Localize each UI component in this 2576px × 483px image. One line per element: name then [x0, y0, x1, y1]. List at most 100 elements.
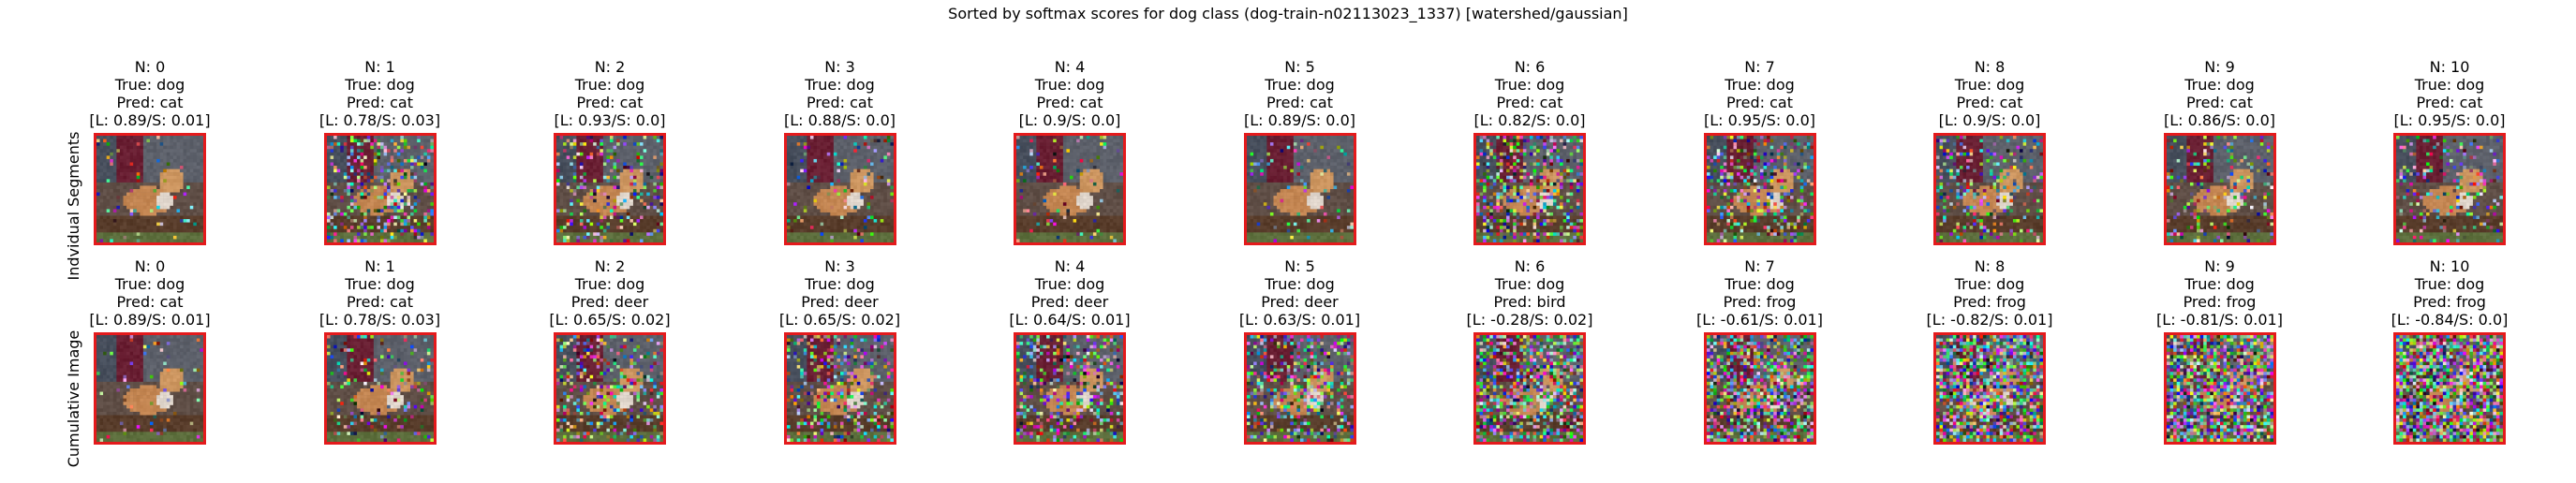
- panel-pred-label: Pred: cat: [19, 293, 281, 311]
- panel-pred-label: Pred: frog: [2318, 293, 2576, 311]
- dog-thumbnail-image: [1933, 133, 2046, 245]
- dog-thumbnail-image: [324, 332, 437, 445]
- panel-pred-label: Pred: cat: [709, 94, 971, 111]
- panel-scores-label: [L: 0.93/S: 0.0]: [479, 111, 741, 129]
- panel-pred-label: Pred: cat: [249, 94, 511, 111]
- dog-thumbnail-image: [94, 133, 206, 245]
- panel-index-label: N: 7: [1629, 58, 1891, 76]
- dog-thumbnail-image: [1244, 332, 1356, 445]
- panel-true-label: True: dog: [2318, 275, 2576, 293]
- panel-scores-label: [L: 0.95/S: 0.0]: [2318, 111, 2576, 129]
- panel-index-label: N: 10: [2318, 257, 2576, 275]
- panel-pred-label: Pred: cat: [1629, 94, 1891, 111]
- dog-thumbnail-image: [2393, 332, 2506, 445]
- dog-image-pixels: [1016, 335, 1123, 442]
- panel-scores-label: [L: 0.9/S: 0.0]: [1858, 111, 2121, 129]
- dog-image-pixels: [1476, 335, 1583, 442]
- panel-scores-label: [L: 0.82/S: 0.0]: [1399, 111, 1661, 129]
- panel-scores-label: [L: 0.86/S: 0.0]: [2089, 111, 2351, 129]
- panel-index-label: N: 6: [1399, 257, 1661, 275]
- dog-thumbnail-image: [1244, 133, 1356, 245]
- panel-true-label: True: dog: [2318, 76, 2576, 94]
- panel-scores-label: [L: -0.84/S: 0.0]: [2318, 311, 2576, 329]
- dog-image-pixels: [556, 335, 663, 442]
- dog-image-pixels: [787, 335, 894, 442]
- panel-index-label: N: 8: [1858, 58, 2121, 76]
- panel-true-label: True: dog: [19, 275, 281, 293]
- panel-true-label: True: dog: [479, 76, 741, 94]
- panel-pred-label: Pred: frog: [1629, 293, 1891, 311]
- dog-thumbnail-image: [2164, 332, 2276, 445]
- panel-true-label: True: dog: [1399, 76, 1661, 94]
- dog-image-pixels: [1936, 335, 2043, 442]
- dog-thumbnail-image: [1014, 332, 1126, 445]
- panel-scores-label: [L: 0.95/S: 0.0]: [1629, 111, 1891, 129]
- dog-image-pixels: [2396, 136, 2503, 242]
- panel-index-label: N: 6: [1399, 58, 1661, 76]
- panel-index-label: N: 1: [249, 58, 511, 76]
- panel-true-label: True: dog: [249, 275, 511, 293]
- panel-pred-label: Pred: cat: [2089, 94, 2351, 111]
- panel-scores-label: [L: 0.64/S: 0.01]: [939, 311, 1201, 329]
- panel-scores-label: [L: 0.89/S: 0.01]: [19, 311, 281, 329]
- panel-pred-label: Pred: cat: [249, 293, 511, 311]
- panel-pred-label: Pred: cat: [1858, 94, 2121, 111]
- panel-scores-label: [L: -0.81/S: 0.01]: [2089, 311, 2351, 329]
- dog-image-pixels: [1247, 136, 1354, 242]
- dog-image-pixels: [96, 136, 203, 242]
- figure-title: Sorted by softmax scores for dog class (…: [0, 5, 2576, 23]
- panel-index-label: N: 5: [1169, 257, 1431, 275]
- panel-true-label: True: dog: [19, 76, 281, 94]
- dog-thumbnail-image: [1704, 133, 1816, 245]
- panel-true-label: True: dog: [2089, 275, 2351, 293]
- panel-true-label: True: dog: [1629, 275, 1891, 293]
- panel-true-label: True: dog: [939, 76, 1201, 94]
- panel-true-label: True: dog: [249, 76, 511, 94]
- dog-image-pixels: [1707, 335, 1814, 442]
- dog-image-pixels: [2167, 136, 2273, 242]
- panel-scores-label: [L: 0.65/S: 0.02]: [709, 311, 971, 329]
- panel-pred-label: Pred: deer: [709, 293, 971, 311]
- panel-scores-label: [L: 0.9/S: 0.0]: [939, 111, 1201, 129]
- panel-true-label: True: dog: [709, 76, 971, 94]
- panel-true-label: True: dog: [1629, 76, 1891, 94]
- dog-thumbnail-image: [94, 332, 206, 445]
- panel-true-label: True: dog: [1169, 76, 1431, 94]
- dog-thumbnail-image: [1473, 133, 1586, 245]
- panel-scores-label: [L: 0.89/S: 0.0]: [1169, 111, 1431, 129]
- dog-image-pixels: [1247, 335, 1354, 442]
- panel-index-label: N: 8: [1858, 257, 2121, 275]
- panel-true-label: True: dog: [939, 275, 1201, 293]
- dog-thumbnail-image: [2393, 133, 2506, 245]
- dog-image-pixels: [2396, 335, 2503, 442]
- panel-scores-label: [L: 0.88/S: 0.0]: [709, 111, 971, 129]
- panel-true-label: True: dog: [2089, 76, 2351, 94]
- dog-image-pixels: [787, 136, 894, 242]
- dog-thumbnail-image: [554, 133, 666, 245]
- panel-pred-label: Pred: cat: [2318, 94, 2576, 111]
- panel-true-label: True: dog: [1858, 76, 2121, 94]
- panel-true-label: True: dog: [709, 275, 971, 293]
- panel-index-label: N: 4: [939, 257, 1201, 275]
- panel-scores-label: [L: 0.78/S: 0.03]: [249, 111, 511, 129]
- panel-scores-label: [L: 0.89/S: 0.01]: [19, 111, 281, 129]
- panel-pred-label: Pred: frog: [1858, 293, 2121, 311]
- panel-true-label: True: dog: [1399, 275, 1661, 293]
- dog-image-pixels: [2167, 335, 2273, 442]
- panel-index-label: N: 9: [2089, 58, 2351, 76]
- panel-true-label: True: dog: [1858, 275, 2121, 293]
- panel-pred-label: Pred: deer: [1169, 293, 1431, 311]
- panel-index-label: N: 2: [479, 58, 741, 76]
- panel-pred-label: Pred: cat: [939, 94, 1201, 111]
- dog-thumbnail-image: [324, 133, 437, 245]
- panel-index-label: N: 9: [2089, 257, 2351, 275]
